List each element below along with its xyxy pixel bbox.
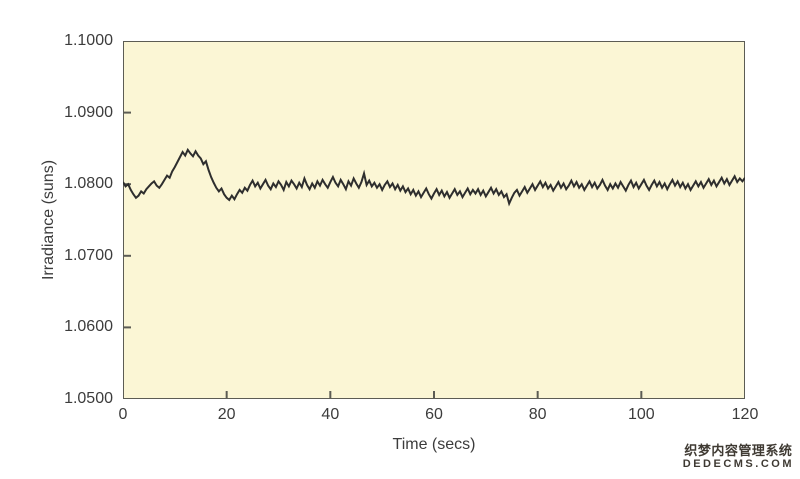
x-axis-title: Time (secs) [392, 436, 476, 453]
y-tick-label: 1.0900 [64, 103, 113, 121]
x-tick-label: 80 [528, 406, 547, 423]
watermark-line1: 织梦内容管理系统 [684, 443, 793, 458]
plot-area [123, 41, 745, 399]
x-tick-label: 120 [731, 406, 759, 423]
x-tick-label: 20 [217, 406, 236, 423]
watermark-line2: DEDECMS.COM [682, 458, 794, 470]
y-tick-label: 1.0700 [64, 246, 113, 264]
y-tick-label: 1.0600 [64, 318, 113, 336]
y-tick-label: 1.0800 [64, 175, 113, 193]
y-tick-label: 1.0500 [64, 390, 113, 407]
x-tick-label: 60 [425, 406, 443, 423]
axis-ticks [123, 41, 745, 399]
irradiance-trace [123, 147, 745, 207]
x-tick-label: 40 [321, 406, 340, 423]
y-tick-label: 1.1000 [64, 32, 113, 49]
plot-background [123, 41, 745, 399]
x-tick-label: 0 [118, 406, 128, 423]
x-tick-label: 100 [627, 406, 655, 423]
watermark: 织梦内容管理系统 DEDECMS.COM [683, 443, 794, 471]
